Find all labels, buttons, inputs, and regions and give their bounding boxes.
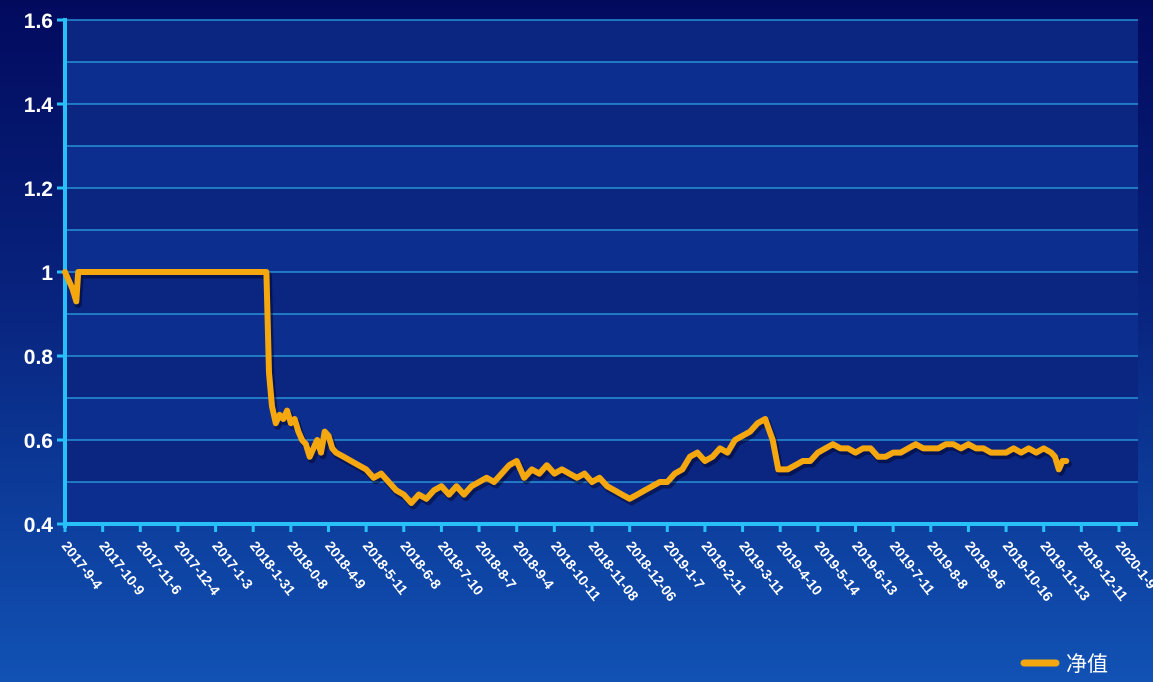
plot-band (65, 188, 1138, 230)
y-tick-label: 1.4 (24, 94, 54, 117)
plot-band (65, 20, 1138, 62)
plot-band (65, 272, 1138, 314)
plot-band (65, 356, 1138, 398)
plot-band (65, 230, 1138, 272)
plot-band (65, 146, 1138, 188)
plot-band (65, 482, 1138, 524)
y-tick-label: 1.2 (24, 178, 53, 201)
y-tick-label: 1 (41, 262, 53, 285)
legend-label: 净值 (1066, 653, 1108, 676)
y-axis-ticks: 0.4 0.6 0.8 1 1.2 1.4 1.6 (24, 10, 65, 537)
plot-band (65, 398, 1138, 440)
plot-band (65, 104, 1138, 146)
series-group (62, 269, 1072, 510)
y-tick-label: 0.6 (24, 430, 53, 453)
plot-band (65, 62, 1138, 104)
plot-band (65, 314, 1138, 356)
y-tick-label: 1.6 (24, 10, 53, 33)
y-tick-label: 0.4 (24, 514, 54, 537)
y-tick-label: 0.8 (24, 346, 54, 369)
legend: 净值 (1020, 653, 1108, 676)
plot-area (65, 20, 1138, 524)
series-line-0 (62, 269, 1070, 506)
x-axis-ticks: 2017-9-42017-10-92017-11-62017-12-42017-… (59, 524, 1153, 604)
